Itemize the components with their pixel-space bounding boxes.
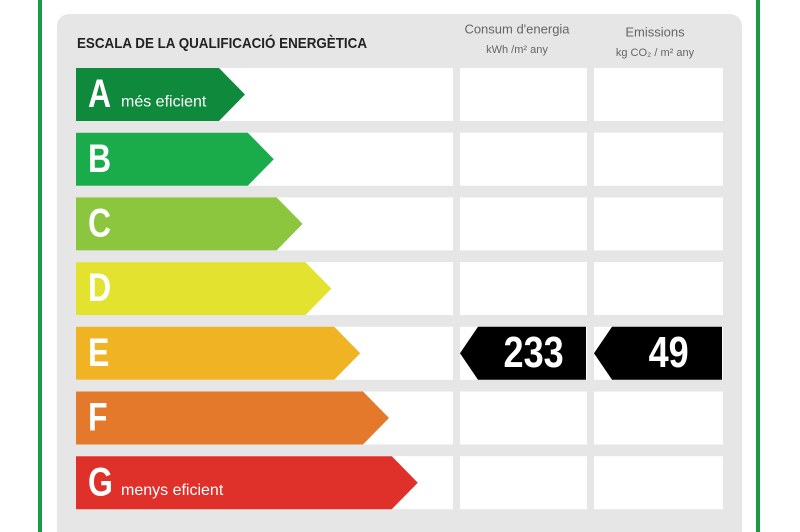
column-title: Consum d'energia (464, 21, 570, 36)
class-arrow (76, 132, 274, 186)
class-arrow (76, 391, 389, 445)
value-box (594, 391, 723, 445)
class-arrow (76, 197, 303, 251)
value-box (594, 68, 723, 121)
class-note: més eficient (121, 94, 207, 111)
value-badge (594, 326, 722, 380)
value-box (594, 456, 723, 510)
border-right (756, 0, 760, 532)
class-letter: D (88, 265, 111, 310)
value-box (460, 132, 587, 186)
title: ESCALA DE LA QUALIFICACIÓ ENERGÈTICA (77, 34, 367, 52)
class-letter: F (88, 394, 108, 439)
value-box (460, 197, 587, 251)
class-arrow (76, 262, 332, 316)
class-letter: G (88, 459, 113, 504)
class-note: menys eficient (121, 482, 224, 499)
class-letter: E (88, 329, 109, 374)
border-left (38, 0, 42, 532)
value-box (594, 262, 723, 316)
class-arrow (76, 68, 245, 121)
value-badge (460, 326, 586, 380)
value-box (460, 391, 587, 445)
value-box (460, 68, 587, 121)
value: 233 (504, 328, 564, 377)
column-title: Emissions (625, 24, 685, 39)
class-arrow (76, 456, 418, 510)
column-unit: kWh /m² any (486, 44, 548, 56)
class-letter: B (88, 135, 111, 180)
class-arrow (76, 326, 361, 380)
value: 49 (649, 328, 689, 377)
value-box (460, 456, 587, 510)
class-letter: A (88, 71, 111, 116)
value-box (460, 262, 587, 316)
value-box (594, 197, 723, 251)
column-unit: kg CO₂ / m² any (616, 47, 695, 59)
class-letter: C (88, 200, 111, 245)
value-box (594, 132, 723, 186)
